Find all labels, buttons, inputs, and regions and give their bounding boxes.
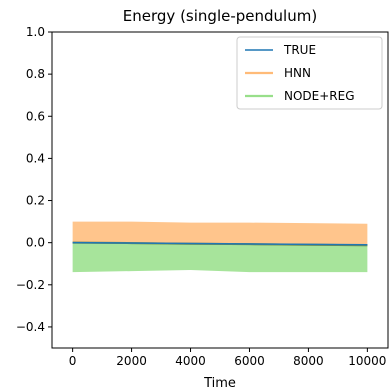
y-tick-label: 0.2 <box>26 194 45 208</box>
band-hnn <box>72 221 368 246</box>
x-axis-label: Time <box>203 376 236 391</box>
chart-title: Energy (single-pendulum) <box>123 7 317 25</box>
x-tick-label: 4000 <box>175 354 206 368</box>
x-axis: 0 2000 4000 6000 8000 10000 <box>69 348 386 368</box>
legend-label-true: TRUE <box>283 43 316 57</box>
y-tick-label: 0.6 <box>26 109 45 123</box>
y-tick-label: −0.2 <box>16 278 45 292</box>
legend: TRUE HNN NODE+REG <box>236 36 383 110</box>
band-node-reg <box>72 242 368 273</box>
legend-label-node-reg: NODE+REG <box>284 89 355 103</box>
x-tick-label: 0 <box>69 354 77 368</box>
y-tick-label: 0.4 <box>26 151 45 165</box>
y-tick-label: 0.8 <box>26 67 45 81</box>
plot-area <box>72 221 368 273</box>
y-tick-label: 0.0 <box>26 236 45 250</box>
plot-frame <box>51 31 389 349</box>
y-tick-label: 1.0 <box>26 25 45 39</box>
legend-label-hnn: HNN <box>284 66 311 80</box>
x-tick-label: 10000 <box>348 354 386 368</box>
x-tick-label: 2000 <box>116 354 147 368</box>
x-tick-label: 6000 <box>234 354 265 368</box>
y-axis: −0.4 −0.2 0.0 0.2 0.4 0.6 0.8 1.0 <box>16 25 52 334</box>
y-tick-label: −0.4 <box>16 320 45 334</box>
line-true <box>72 241 368 246</box>
legend-box <box>236 36 383 110</box>
x-tick-label: 8000 <box>293 354 324 368</box>
